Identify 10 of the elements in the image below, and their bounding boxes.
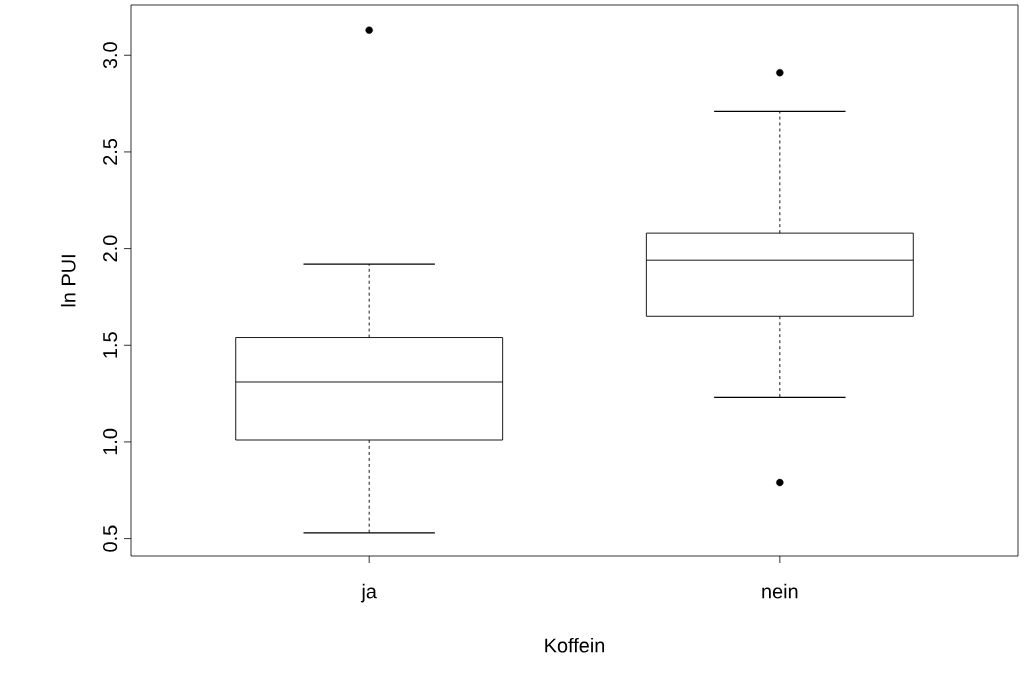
y-tick-label: 0.5 bbox=[103, 525, 118, 552]
y-axis-title: ln PUI bbox=[60, 255, 76, 307]
y-tick-label: 3.0 bbox=[103, 42, 118, 69]
x-tick-label: ja bbox=[360, 583, 377, 603]
y-tick-label: 2.5 bbox=[103, 138, 118, 165]
y-tick-label: 1.0 bbox=[103, 428, 118, 455]
x-axis-title: Koffein bbox=[545, 637, 605, 653]
x-tick-label: nein bbox=[762, 583, 798, 599]
y-tick-label: 1.5 bbox=[103, 332, 118, 358]
y-tick-label: 2.0 bbox=[103, 235, 118, 262]
